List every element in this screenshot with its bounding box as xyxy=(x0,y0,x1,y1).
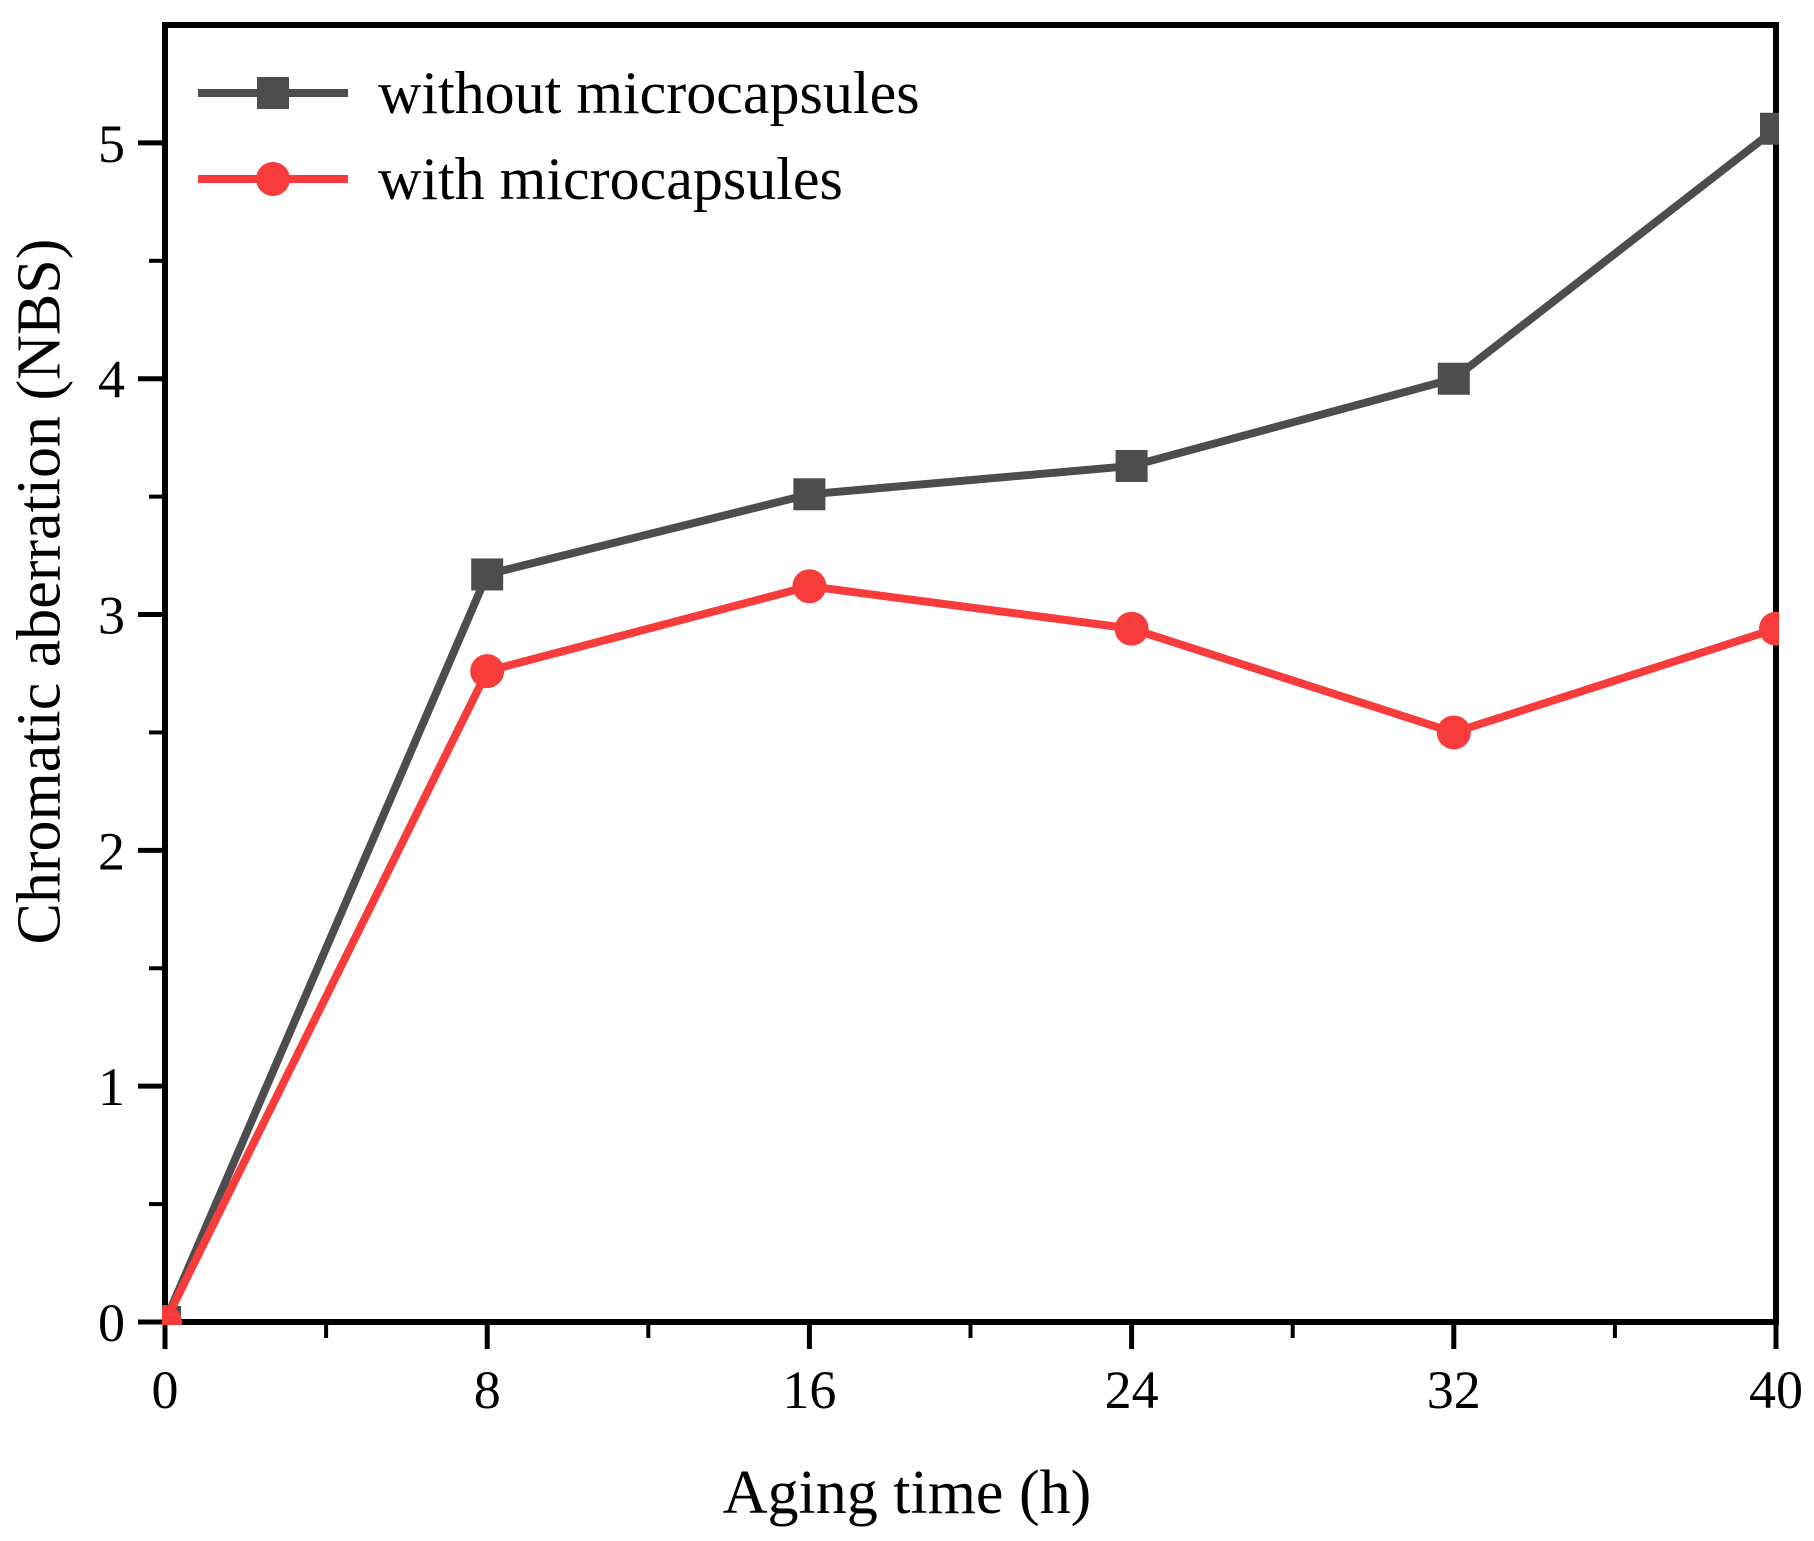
legend-label: without microcapsules xyxy=(378,60,920,126)
plot-frame xyxy=(162,22,1779,1325)
circle-marker-icon xyxy=(256,162,290,196)
legend-label: with microcapsules xyxy=(378,146,843,212)
y-tick-label-3: 3 xyxy=(98,586,125,646)
x-tick-label-32: 32 xyxy=(1427,1360,1481,1420)
x-tick-label-40: 40 xyxy=(1749,1360,1803,1420)
y-tick-label-1: 1 xyxy=(98,1057,125,1117)
square-data-point xyxy=(1760,112,1779,145)
x-tick-label-8: 8 xyxy=(474,1360,501,1420)
legend-square-marker-icon xyxy=(198,63,348,123)
legend-item-with-microcapsules: with microcapsules xyxy=(198,136,920,222)
circle-data-point xyxy=(162,1305,182,1325)
chart-legend: without microcapsules with microcapsules xyxy=(198,50,920,222)
square-data-point xyxy=(471,558,504,591)
y-tick-label-0: 0 xyxy=(98,1293,125,1353)
series-without-microcapsules xyxy=(162,112,1779,1325)
x-tick-label-0: 0 xyxy=(152,1360,179,1420)
series-with-microcapsules xyxy=(162,569,1779,1325)
y-axis-title: Chromatic aberration (NBS) xyxy=(5,238,74,945)
legend-item-without-microcapsules: without microcapsules xyxy=(198,50,920,136)
series-line xyxy=(162,125,1779,1324)
x-tick-label-16: 16 xyxy=(782,1360,836,1420)
x-axis-title: Aging time (h) xyxy=(722,1459,1092,1527)
circle-data-point xyxy=(1759,611,1779,646)
square-data-point xyxy=(793,478,826,511)
square-data-point xyxy=(1115,449,1148,482)
series-line xyxy=(162,582,1778,1324)
circle-data-point xyxy=(792,569,827,604)
y-tick-label-4: 4 xyxy=(98,350,125,410)
circle-data-point xyxy=(1114,611,1149,646)
y-tick-label-2: 2 xyxy=(98,821,125,881)
circle-data-point xyxy=(1436,715,1471,750)
legend-circle-marker-icon xyxy=(198,149,348,209)
y-tick-label-5: 5 xyxy=(98,114,125,174)
x-tick-label-24: 24 xyxy=(1105,1360,1159,1420)
square-marker-icon xyxy=(257,77,289,109)
circle-data-point xyxy=(470,654,505,689)
square-data-point xyxy=(1437,362,1470,395)
